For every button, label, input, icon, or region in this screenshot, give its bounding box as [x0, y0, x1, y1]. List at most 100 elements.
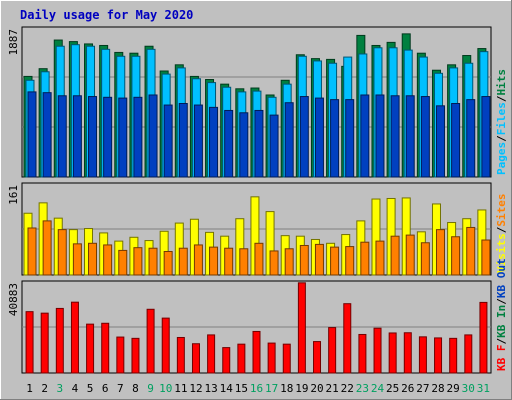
legend-part: / [495, 226, 508, 233]
bar-pages-18 [284, 102, 294, 178]
bar-kb-f-28 [434, 337, 443, 374]
bar-pages-19 [299, 96, 309, 178]
bar-kb-f-2 [40, 312, 49, 374]
x-label-day-7: 7 [117, 382, 124, 395]
legend-part: / [495, 95, 508, 102]
legend-part: KB F [495, 345, 508, 372]
bar-pages-13 [209, 106, 219, 178]
bar-sites-23 [360, 241, 370, 276]
x-label-day-11: 11 [174, 382, 187, 395]
bar-sites-24 [375, 240, 385, 276]
bar-kb-f-7 [116, 336, 125, 374]
bar-kb-f-24 [373, 327, 382, 374]
x-label-day-20: 20 [310, 382, 323, 395]
bar-pages-24 [375, 94, 385, 178]
bar-sites-19 [299, 244, 309, 276]
legend-part: Hits [495, 69, 508, 96]
bar-kb-f-22 [343, 303, 352, 374]
bar-pages-4 [72, 95, 82, 178]
x-label-day-21: 21 [326, 382, 339, 395]
x-label-day-1: 1 [26, 382, 33, 395]
bar-kb-f-27 [418, 336, 427, 374]
bar-kb-f-12 [191, 343, 200, 374]
bar-kb-f-14 [222, 347, 231, 374]
legend-part: / [495, 135, 508, 142]
bar-pages-26 [405, 95, 415, 178]
bar-sites-29 [451, 236, 461, 276]
y-max-label: 40883 [7, 283, 20, 316]
bar-kb-f-5 [86, 323, 95, 374]
legend-part: Files [495, 102, 508, 135]
x-label-day-17: 17 [265, 382, 278, 395]
bar-sites-20 [314, 243, 324, 276]
x-label-day-15: 15 [235, 382, 248, 395]
x-label-day-24: 24 [371, 382, 385, 395]
x-label-day-23: 23 [356, 382, 369, 395]
bar-sites-8 [133, 247, 143, 276]
x-label-day-2: 2 [41, 382, 48, 395]
chart-title: Daily usage for May 2020 [20, 8, 193, 22]
x-label-day-29: 29 [447, 382, 460, 395]
legend-label: KB F/KB In/KB Out [495, 258, 508, 371]
bar-kb-f-13 [207, 334, 216, 374]
bar-kb-f-15 [237, 343, 246, 374]
bar-sites-16 [254, 242, 264, 276]
legend-label: Visits/Sites [495, 194, 508, 274]
bar-sites-5 [88, 242, 98, 276]
bar-pages-23 [360, 94, 370, 178]
bar-sites-13 [209, 246, 219, 276]
x-label-day-25: 25 [386, 382, 399, 395]
legend-part: Pages [495, 142, 508, 175]
bar-pages-5 [88, 96, 98, 178]
x-label-day-30: 30 [462, 382, 475, 395]
bar-pages-16 [254, 109, 264, 178]
bar-pages-9 [148, 94, 158, 178]
bar-kb-f-30 [464, 334, 473, 374]
bar-pages-27 [420, 96, 430, 178]
bar-kb-f-11 [176, 336, 185, 374]
bar-pages-22 [345, 99, 355, 178]
bar-sites-9 [148, 247, 158, 276]
bar-kb-f-8 [131, 337, 140, 374]
x-label-day-31: 31 [477, 382, 490, 395]
x-label-day-28: 28 [431, 382, 444, 395]
bar-sites-18 [284, 248, 294, 276]
x-label-day-8: 8 [132, 382, 139, 395]
bar-sites-14 [224, 247, 234, 276]
bar-pages-7 [118, 97, 128, 178]
legend-part: KB Out [495, 258, 508, 298]
y-max-label: 161 [7, 185, 20, 205]
bar-sites-11 [178, 247, 188, 276]
legend-part: Visits [495, 233, 508, 273]
x-label-day-3: 3 [57, 382, 64, 395]
y-max-label: 1887 [7, 29, 20, 56]
bar-pages-14 [224, 109, 234, 178]
visits-panel: 161 Visits/Sites [7, 182, 508, 276]
legend-part: KB In [495, 305, 508, 338]
x-label-day-27: 27 [416, 382, 429, 395]
bar-pages-17 [269, 114, 279, 178]
legend-part: / [495, 338, 508, 345]
bar-kb-f-10 [161, 317, 170, 374]
bar-kb-f-31 [479, 301, 488, 374]
bar-kb-f-9 [146, 308, 155, 374]
bar-sites-4 [72, 243, 82, 276]
bar-pages-3 [57, 95, 67, 178]
bar-sites-21 [330, 246, 340, 276]
bar-sites-26 [405, 234, 415, 276]
bar-sites-7 [118, 249, 128, 276]
x-label-day-14: 14 [220, 382, 234, 395]
x-label-day-10: 10 [159, 382, 172, 395]
x-label-day-26: 26 [401, 382, 414, 395]
bar-pages-2 [42, 92, 52, 178]
bar-sites-22 [345, 246, 355, 276]
bar-kb-f-17 [267, 342, 276, 374]
x-label-day-13: 13 [204, 382, 217, 395]
bar-sites-25 [390, 235, 400, 276]
bar-kb-f-21 [328, 327, 337, 374]
bar-kb-f-20 [313, 341, 322, 374]
bar-pages-8 [133, 96, 143, 178]
